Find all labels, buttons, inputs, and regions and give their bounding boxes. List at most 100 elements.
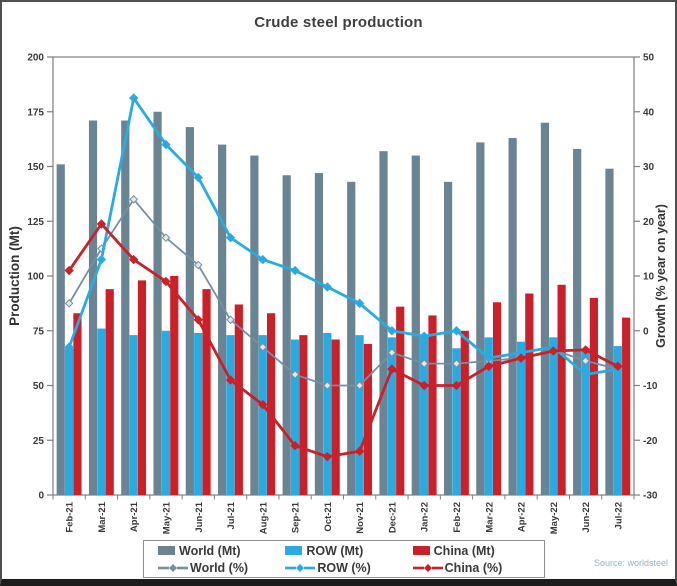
legend-line-symbol bbox=[412, 563, 443, 572]
bar bbox=[323, 332, 332, 495]
bar bbox=[452, 348, 461, 495]
x-tick-label: Jan-22 bbox=[420, 502, 431, 532]
marker bbox=[225, 232, 236, 243]
x-tick-label: Mar-21 bbox=[97, 501, 108, 532]
right-tick-label: -30 bbox=[643, 491, 658, 502]
marker bbox=[451, 380, 462, 391]
bar bbox=[56, 164, 65, 495]
marker bbox=[354, 446, 365, 456]
legend-label: ROW (%) bbox=[317, 560, 371, 575]
right-tick-label: -20 bbox=[643, 436, 658, 447]
legend-label: China (%) bbox=[444, 560, 503, 575]
bar bbox=[153, 111, 162, 495]
marker bbox=[96, 254, 107, 265]
right-axis-title: Growth (% year on year) bbox=[654, 204, 668, 348]
bar bbox=[234, 304, 243, 495]
marker bbox=[128, 254, 139, 265]
bar bbox=[540, 122, 550, 495]
bar bbox=[73, 313, 82, 495]
marker bbox=[451, 326, 462, 336]
legend-label: China (Mt) bbox=[433, 543, 495, 558]
right-tick-label: 20 bbox=[643, 217, 655, 228]
world--line bbox=[64, 195, 623, 390]
x-tick-label: Feb-22 bbox=[452, 502, 463, 533]
bar bbox=[97, 328, 106, 495]
left-tick-label: 50 bbox=[33, 381, 45, 392]
x-axis-labels: Feb-21 Mar-21 Apr-21 May-21 Jun-21 Jul-21 Aug-… bbox=[65, 501, 625, 534]
left-tick-label: 175 bbox=[27, 107, 44, 118]
marker bbox=[580, 369, 591, 380]
marker bbox=[387, 326, 397, 336]
left-tick-label: 100 bbox=[27, 272, 44, 283]
marker bbox=[548, 346, 559, 356]
marker bbox=[323, 381, 332, 390]
x-tick-label: Jul-21 bbox=[226, 501, 237, 529]
x-tick-label: Apr-21 bbox=[129, 501, 140, 532]
marker bbox=[322, 282, 333, 292]
marker bbox=[419, 359, 429, 368]
legend-item-china-: China (%) bbox=[412, 560, 540, 575]
x-tick-label: Mar-22 bbox=[484, 502, 495, 533]
row-mt--bars bbox=[64, 328, 622, 495]
left-tick-label: 125 bbox=[27, 217, 44, 228]
bar bbox=[218, 144, 227, 495]
left-axis: 0 25 50 75 100 125 150 175 200 bbox=[27, 53, 53, 502]
bar bbox=[64, 348, 74, 495]
left-tick-label: 25 bbox=[33, 436, 45, 447]
marker bbox=[64, 299, 74, 308]
bar bbox=[137, 280, 147, 495]
marker bbox=[290, 441, 300, 451]
marker bbox=[387, 364, 397, 374]
bar bbox=[202, 289, 211, 495]
source-note: Source: worldsteel bbox=[594, 558, 669, 568]
bar bbox=[622, 317, 631, 495]
bar bbox=[411, 155, 420, 496]
bar bbox=[549, 337, 558, 495]
bar bbox=[589, 297, 598, 495]
marker bbox=[225, 375, 236, 385]
bar bbox=[363, 343, 373, 495]
bar bbox=[573, 148, 582, 496]
bar bbox=[476, 142, 485, 495]
bar bbox=[314, 173, 324, 495]
marker bbox=[516, 353, 526, 363]
marker bbox=[161, 276, 171, 287]
marker bbox=[290, 370, 300, 379]
marker bbox=[613, 361, 623, 372]
marker bbox=[580, 345, 591, 355]
right-tick-label: 0 bbox=[643, 326, 649, 337]
bar bbox=[492, 302, 502, 495]
marker bbox=[581, 356, 590, 366]
bar bbox=[161, 330, 171, 495]
bar bbox=[347, 181, 356, 495]
left-tick-label: 0 bbox=[38, 491, 44, 502]
bar bbox=[581, 348, 590, 495]
marker bbox=[354, 298, 365, 309]
bar bbox=[443, 181, 453, 495]
x-tick-label: Oct-21 bbox=[323, 501, 334, 531]
marker bbox=[258, 342, 268, 352]
left-axis-title: Production (Mt) bbox=[7, 226, 22, 326]
legend-item-row-: ROW (%) bbox=[285, 561, 412, 575]
bar bbox=[613, 346, 622, 495]
bar bbox=[516, 341, 526, 495]
left-tick-label: 150 bbox=[27, 162, 44, 173]
bar bbox=[226, 335, 235, 495]
bar bbox=[121, 120, 130, 495]
bar bbox=[460, 330, 469, 495]
bar bbox=[105, 289, 114, 495]
bar bbox=[428, 315, 437, 495]
bar bbox=[525, 293, 534, 495]
x-tick-label: Sep-21 bbox=[291, 501, 302, 533]
marker bbox=[193, 315, 203, 325]
china-mt--bars bbox=[73, 276, 631, 495]
legend-bar-swatch bbox=[285, 546, 303, 555]
marker bbox=[128, 93, 139, 103]
legend-label: World (Mt) bbox=[179, 543, 241, 558]
bar bbox=[170, 276, 179, 495]
marker bbox=[193, 260, 203, 270]
marker bbox=[355, 381, 364, 390]
right-tick-label: -10 bbox=[643, 381, 658, 392]
x-tick-label: May-22 bbox=[549, 502, 560, 534]
